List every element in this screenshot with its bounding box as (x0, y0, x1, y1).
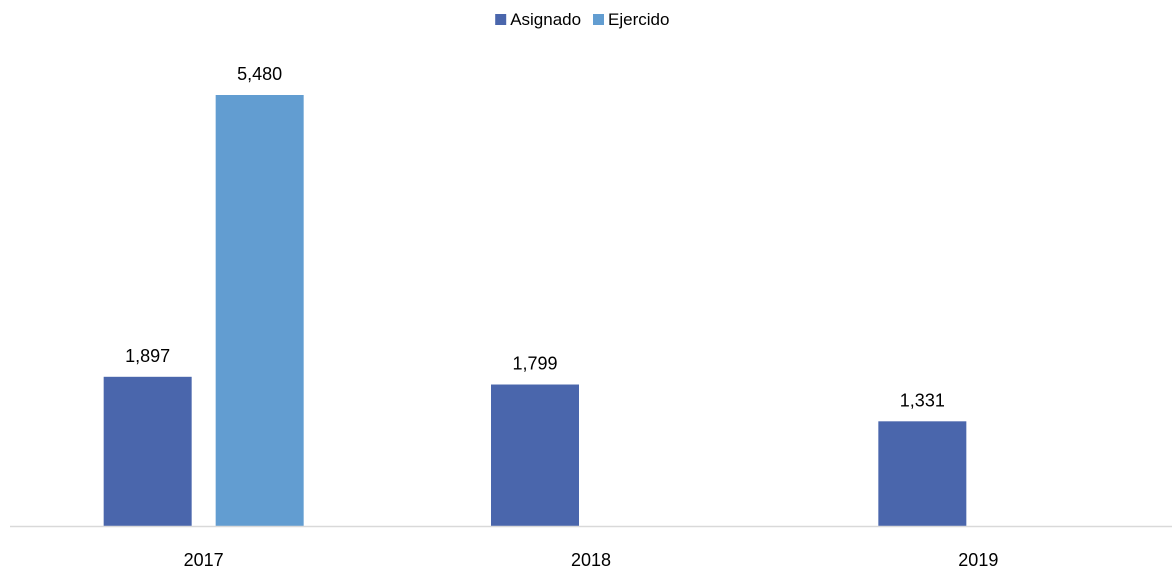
x-tick-label-2018: 2018 (571, 550, 611, 569)
bars (103, 95, 967, 526)
bar-asignado-2017 (103, 376, 192, 526)
data-label-asignado-2017: 1,897 (125, 346, 170, 366)
legend-swatch-asignado (495, 14, 507, 25)
legend: Asignado Ejercido (495, 10, 669, 29)
data-label-asignado-2019: 1,331 (900, 390, 945, 410)
bar-ejercido-2017 (215, 95, 304, 526)
bar-asignado-2018 (491, 384, 579, 526)
x-tick-label-2017: 2017 (184, 550, 224, 569)
data-label-ejercido-2017: 5,480 (237, 64, 282, 84)
legend-swatch-ejercido (593, 14, 604, 25)
bar-asignado-2019 (878, 421, 967, 526)
x-axis-tick-labels: 2017 2018 2019 (184, 550, 999, 570)
data-labels: 1,897 5,480 1,799 1,331 (125, 64, 945, 410)
legend-label-asignado: Asignado (510, 10, 581, 29)
data-label-asignado-2018: 1,799 (512, 354, 557, 374)
legend-label-ejercido: Ejercido (608, 10, 669, 29)
x-tick-label-2019: 2019 (958, 550, 998, 569)
